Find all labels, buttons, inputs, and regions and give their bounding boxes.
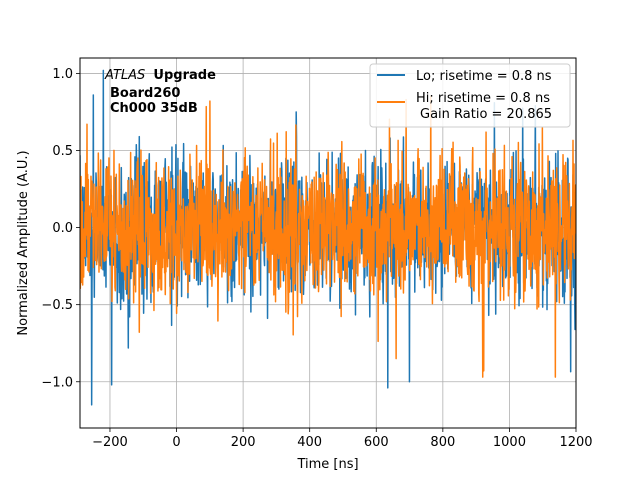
x-axis-label: Time [ns] xyxy=(296,457,358,472)
x-tick-label: −200 xyxy=(92,435,128,450)
y-tick-label: 1.0 xyxy=(52,67,73,82)
legend-gain-ratio: Gain Ratio = 20.865 xyxy=(420,107,552,122)
x-tick-label: 1000 xyxy=(493,435,526,450)
y-tick-label: −1.0 xyxy=(41,375,73,390)
legend-label-hi: Hi; risetime = 0.8 ns xyxy=(416,91,550,106)
x-tick-label: 1200 xyxy=(559,435,592,450)
x-tick-label: 800 xyxy=(430,435,455,450)
y-tick-label: 0.0 xyxy=(52,221,73,236)
axes-frame xyxy=(79,57,577,429)
y-tick-label: −0.5 xyxy=(41,298,73,313)
y-axis-label: Normalized Amplitude (A.U.) xyxy=(16,150,31,335)
x-tick-label: 600 xyxy=(364,435,389,450)
x-tick-label: 200 xyxy=(231,435,256,450)
series-layer xyxy=(80,69,576,406)
atlas-label: ATLAS xyxy=(104,68,145,83)
x-tick-label: 400 xyxy=(297,435,322,450)
channel-label: Ch000 35dB xyxy=(110,101,198,116)
y-axis-ticks: −1.0 −0.5 0.0 0.5 1.0 xyxy=(41,67,80,390)
atlas-annotation: ATLAS Upgrade Board260 Ch000 35dB xyxy=(104,68,216,116)
upgrade-label: Upgrade xyxy=(153,68,216,83)
legend-box xyxy=(369,63,571,128)
legend-label-lo: Lo; risetime = 0.8 ns xyxy=(416,69,552,84)
svg-text:ATLAS Upgrade: ATLAS Upgrade xyxy=(104,68,216,83)
board-label: Board260 xyxy=(110,86,180,101)
x-axis-ticks: −200 0 200 400 600 800 1000 1200 xyxy=(92,428,593,450)
x-tick-label: 0 xyxy=(172,435,180,450)
legend: Lo; risetime = 0.8 ns Hi; risetime = 0.8… xyxy=(369,63,571,128)
y-tick-label: 0.5 xyxy=(52,144,73,159)
series-line-hi xyxy=(80,95,576,378)
